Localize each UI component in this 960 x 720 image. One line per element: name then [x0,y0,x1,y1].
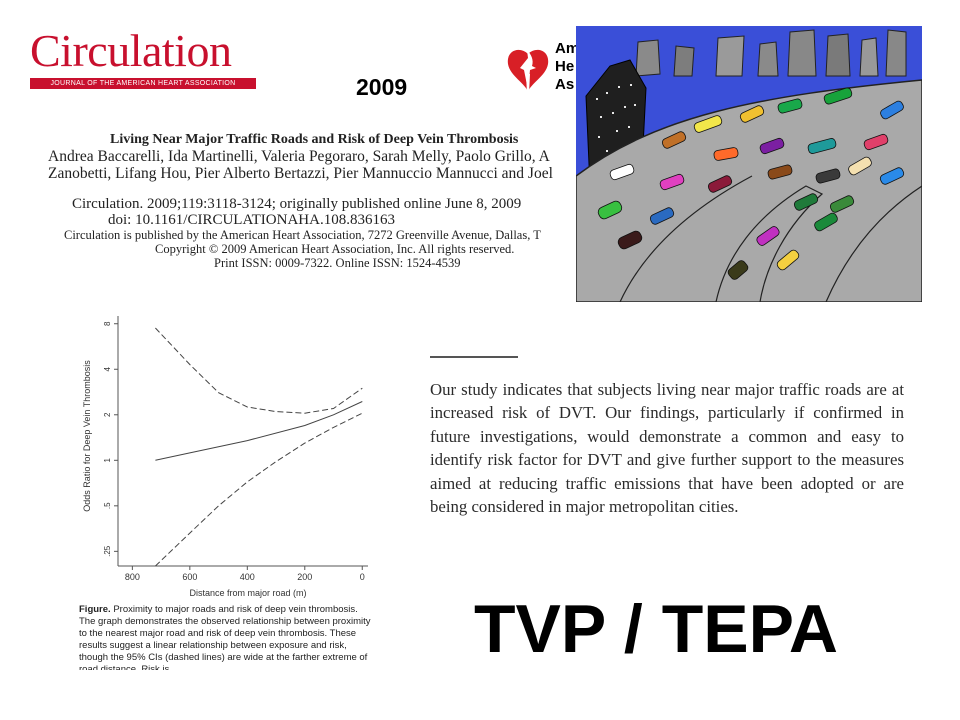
chart-axes [117,316,368,567]
y-tick-label: 4 [103,366,112,371]
chart-ticks: 800 600 400 200 0 .25 .5 1 2 4 8 [103,321,365,582]
conclusion-text: Our study indicates that subjects living… [430,380,904,517]
x-tick-label: 400 [240,572,255,582]
authors-line-1: Andrea Baccarelli, Ida Martinelli, Valer… [48,148,550,165]
ci-line-1 [155,327,363,414]
y-tick-label: 1 [103,458,112,463]
caption-label: Figure. [79,604,111,615]
road [576,79,922,302]
traffic-illustration [576,26,922,302]
y-axis-label: Odds Ratio for Deep Vein Thrombosis [82,360,92,512]
x-tick-label: 0 [360,572,365,582]
y-tick-label: .5 [103,502,112,509]
chart-series [155,327,363,567]
x-tick-label: 800 [125,572,140,582]
copyright-line: Copyright © 2009 American Heart Associat… [155,242,515,256]
cars [597,87,905,280]
y-tick-label: 2 [103,412,112,417]
x-tick-label: 200 [297,572,312,582]
x-axis-label: Distance from major road (m) [189,588,306,598]
article-title: Living Near Major Traffic Roads and Risk… [110,132,519,147]
y-tick-label: 8 [103,321,112,326]
authors-line-2: Zanobetti, Lifang Hou, Pier Alberto Bert… [48,165,553,182]
ci-line-2 [155,412,363,567]
section-rule [430,356,518,358]
circulation-logo: Circulation JOURNAL OF THE AMERICAN HEAR… [30,28,258,92]
issn-line: Print ISSN: 0009-7322. Online ISSN: 1524… [214,256,461,270]
journal-reference: Circulation. 2009;119:3118-3124; origina… [72,196,522,212]
city-skyline [635,29,907,77]
estimate-line [155,401,363,461]
figure-caption: Figure. Proximity to major roads and ris… [79,604,371,670]
doi: doi: 10.1161/CIRCULATIONAHA.108.836163 [108,212,395,228]
journal-subtitle: JOURNAL OF THE AMERICAN HEART ASSOCIATIO… [30,78,256,89]
aha-heart-torch-icon [507,49,549,94]
citation-block: Living Near Major Traffic Roads and Risk… [48,132,578,294]
publisher-line: Circulation is published by the American… [64,228,541,242]
x-tick-label: 600 [182,572,197,582]
odds-ratio-chart: 800 600 400 200 0 .25 .5 1 2 4 8 Distance from maj… [82,316,368,598]
y-tick-label: .25 [103,545,112,557]
caption-text: Proximity to major roads and risk of dee… [79,604,371,670]
year-label: 2009 [356,74,408,100]
journal-name: Circulation [30,25,232,76]
tvp-tepa-label: TVP / TEPA [474,591,839,667]
conclusion-excerpt: Our study indicates that subjects living… [430,356,904,518]
aha-wordmark: Am He As [555,40,579,93]
